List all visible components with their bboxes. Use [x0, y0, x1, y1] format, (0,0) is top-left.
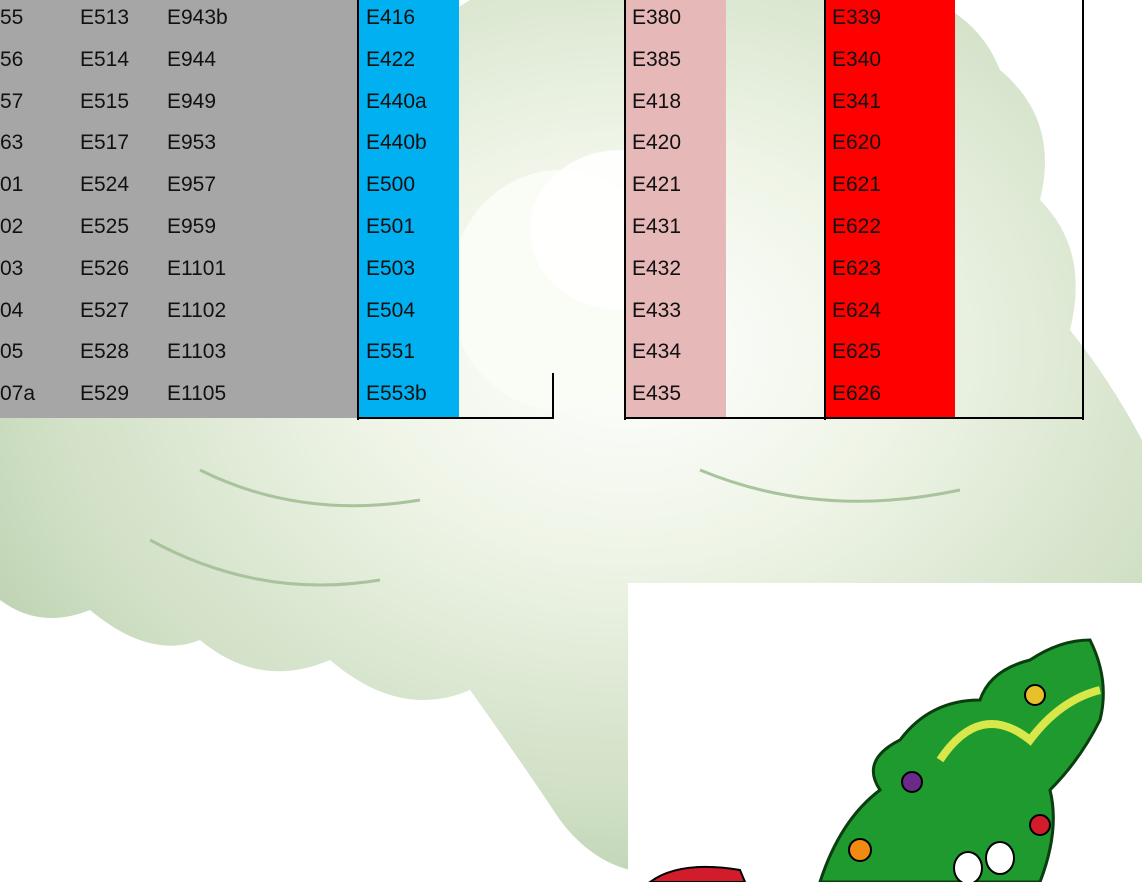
page: {"gray_table": {"rows": [ ["55", "E513",… [0, 0, 1142, 882]
table-cell: E418 [632, 81, 681, 123]
border [357, 417, 554, 419]
table-cell: E526 [80, 248, 129, 290]
border [357, 0, 359, 420]
table-cell: E421 [632, 164, 681, 206]
table-cell: E1103 [167, 331, 226, 373]
table-cell: E420 [632, 122, 681, 164]
table-cell: E527 [80, 290, 129, 332]
table-cell: E953 [167, 122, 216, 164]
table-cell: E528 [80, 331, 129, 373]
table-cell: E513 [80, 0, 129, 39]
border [624, 417, 1084, 419]
table-cell: E1101 [167, 248, 226, 290]
table-cell: E433 [632, 290, 681, 332]
table-cell: 03 [0, 248, 23, 290]
table-cell: E514 [80, 39, 129, 81]
table-cell: E416 [366, 0, 415, 39]
table-cell: 04 [0, 290, 23, 332]
table-cell: E622 [832, 206, 881, 248]
table-cell: E431 [632, 206, 681, 248]
table-cell: E949 [167, 81, 216, 123]
table-cell: E341 [832, 81, 881, 123]
table-cell: E385 [632, 39, 681, 81]
table-cell: 63 [0, 122, 23, 164]
border [624, 0, 626, 420]
table-cell: E524 [80, 164, 129, 206]
table-cell: E340 [832, 39, 881, 81]
table-cell: E500 [366, 164, 415, 206]
table-cell: E339 [832, 0, 881, 39]
table-cell: E943b [167, 0, 228, 39]
table-cell: E959 [167, 206, 216, 248]
border [824, 0, 826, 420]
table-cell: E529 [80, 373, 129, 415]
table-cell: E435 [632, 373, 681, 415]
table-cell: E621 [832, 164, 881, 206]
table-cell: E515 [80, 81, 129, 123]
table-cell: E440a [366, 81, 427, 123]
table-cell: E551 [366, 331, 415, 373]
table-cell: E422 [366, 39, 415, 81]
table-cell: 02 [0, 206, 23, 248]
table-cell: 01 [0, 164, 23, 206]
table-cell: E624 [832, 290, 881, 332]
table-cell: E957 [167, 164, 216, 206]
table-cell: E1102 [167, 290, 226, 332]
table-cell: 56 [0, 39, 23, 81]
table-cell: E626 [832, 373, 881, 415]
table-cell: E944 [167, 39, 216, 81]
table-cell: E525 [80, 206, 129, 248]
table-cell: 55 [0, 0, 23, 39]
table-cell: E1105 [167, 373, 226, 415]
table-cell: E434 [632, 331, 681, 373]
table-cell: E440b [366, 122, 427, 164]
table-cell: E504 [366, 290, 415, 332]
table-cell: E503 [366, 248, 415, 290]
table-cell: E432 [632, 248, 681, 290]
table-cell: 05 [0, 331, 23, 373]
table-cell: E380 [632, 0, 681, 39]
border [552, 373, 554, 419]
table-cell: E553b [366, 373, 427, 415]
table-cell: 07a [0, 373, 35, 415]
border [1082, 0, 1084, 420]
table-cell: 57 [0, 81, 23, 123]
table-cell: E625 [832, 331, 881, 373]
table-cell: E623 [832, 248, 881, 290]
table-cell: E501 [366, 206, 415, 248]
table-cell: E517 [80, 122, 129, 164]
table-cell: E620 [832, 122, 881, 164]
